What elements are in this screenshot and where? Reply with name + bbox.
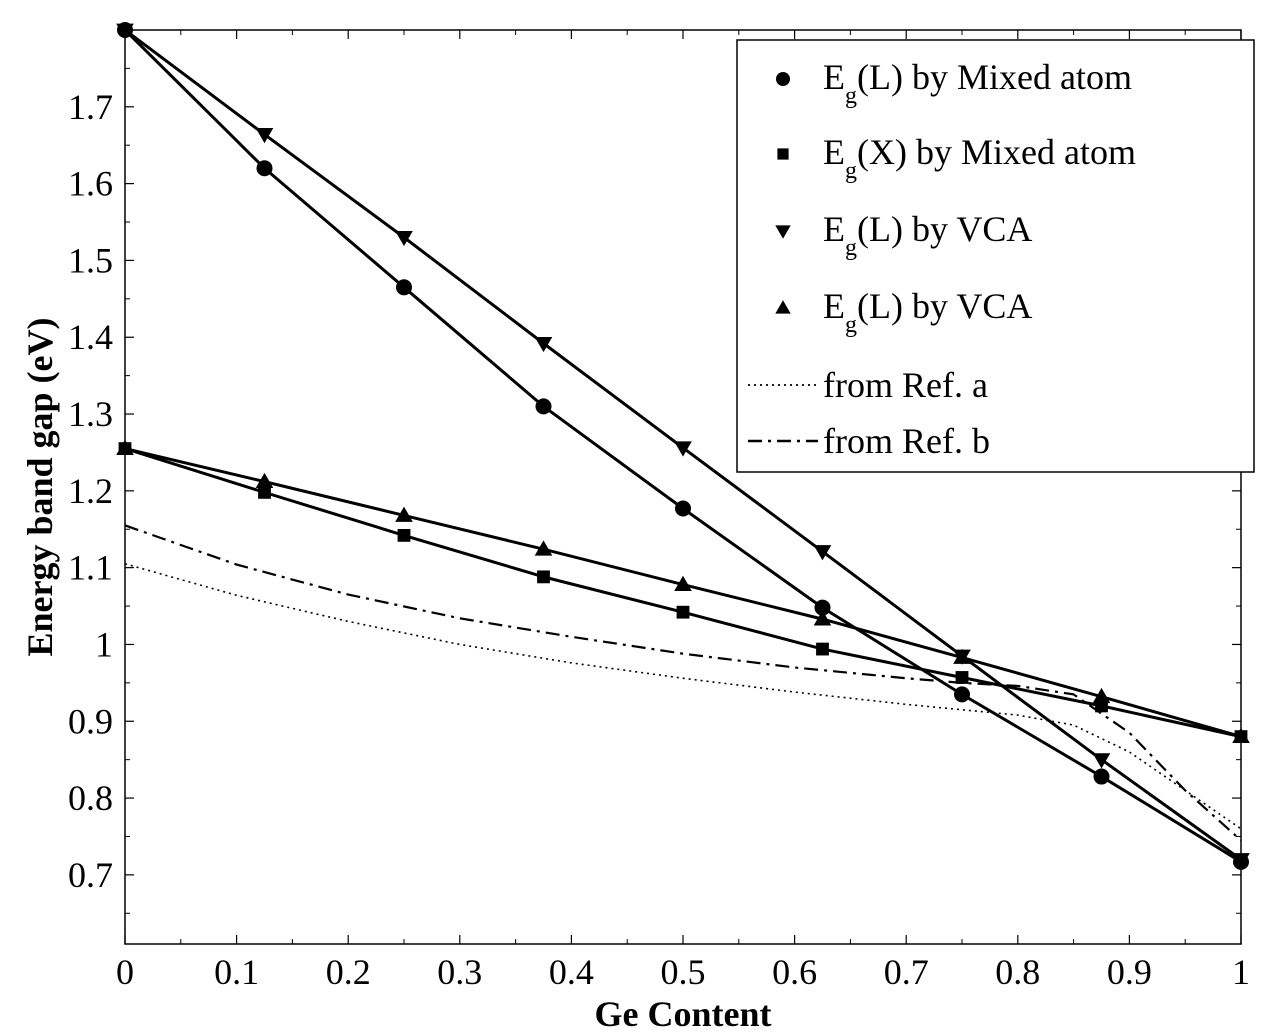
series-6 — [124, 524, 1242, 842]
legend-label: from Ref. a — [823, 365, 988, 405]
data-point-triangle-down — [1092, 753, 1111, 769]
data-point-triangle-up — [534, 540, 553, 556]
series-5 — [124, 563, 1242, 830]
data-point-triangle-up — [813, 610, 832, 626]
data-point-square — [816, 642, 829, 656]
x-tick-label: 0.9 — [1107, 952, 1152, 992]
data-point-triangle-down — [255, 128, 274, 144]
y-tick-label: 1.3 — [68, 394, 113, 434]
legend-label: from Ref. b — [823, 421, 990, 461]
legend-entry-2: Eg(X) by Mixed atom — [777, 132, 1136, 184]
y-tick-label: 0.8 — [68, 778, 113, 818]
legend-label-subscript: g — [845, 83, 857, 109]
y-tick-label: 0.9 — [68, 701, 113, 741]
y-tick-label: 1 — [95, 624, 113, 664]
series-3 — [116, 23, 1250, 869]
data-point-circle — [814, 599, 831, 616]
series-2 — [118, 442, 1248, 744]
data-point-triangle-up — [1092, 687, 1111, 704]
data-point-triangle-down — [534, 336, 553, 353]
x-axis-title: Ge Content — [595, 994, 772, 1034]
data-point-triangle-up — [395, 506, 413, 522]
legend-label-subscript: g — [845, 235, 857, 261]
legend-label-subscript: g — [845, 312, 857, 338]
data-point-square — [258, 485, 271, 499]
legend-entry-3: Eg(L) by VCA — [775, 209, 1032, 261]
data-point-circle — [535, 398, 552, 415]
y-tick-label: 1.7 — [68, 87, 113, 127]
legend-label-rest: (X) by Mixed atom — [857, 132, 1136, 172]
x-tick-label: 0.1 — [214, 952, 259, 992]
y-tick-label: 1.2 — [68, 471, 113, 511]
x-tick-label: 0.4 — [549, 952, 594, 992]
legend-label-rest: (L) by VCA — [857, 209, 1032, 249]
x-tick-label: 0.5 — [661, 952, 706, 992]
legend-label-main: E — [823, 132, 845, 172]
y-tick-label: 1.6 — [68, 164, 113, 204]
legend-box — [736, 39, 1255, 473]
data-point-square — [397, 528, 411, 542]
x-tick-label: 1 — [1232, 952, 1250, 992]
y-axis-title: Energy band gap (eV) — [20, 317, 60, 656]
data-point-circle — [256, 160, 273, 177]
data-point-circle — [1093, 768, 1110, 785]
series-layer — [116, 22, 1250, 870]
series-line — [124, 524, 1242, 842]
x-tick-label: 0.7 — [884, 952, 929, 992]
x-tick-label: 0.8 — [995, 952, 1040, 992]
data-point-triangle-down — [674, 441, 692, 457]
legend-label: Eg(L) by Mixed atom — [823, 57, 1132, 109]
data-point-square — [777, 148, 789, 160]
x-tick-label: 0.2 — [326, 952, 371, 992]
data-point-square — [955, 671, 969, 684]
data-point-circle — [396, 279, 412, 296]
data-point-circle — [954, 686, 970, 703]
data-point-triangle-down — [395, 230, 413, 247]
legend-label-main: E — [823, 209, 845, 249]
data-point-triangle-down — [775, 225, 791, 239]
legend-label-subscript: g — [845, 158, 857, 184]
y-tick-label: 0.7 — [68, 855, 113, 895]
data-point-triangle-up — [255, 472, 274, 489]
legend-label: Eg(L) by VCA — [823, 209, 1032, 261]
data-point-circle — [675, 500, 691, 517]
data-point-triangle-down — [813, 545, 832, 561]
data-point-square — [537, 570, 550, 584]
legend-entry-1: Eg(L) by Mixed atom — [776, 57, 1132, 109]
legend-label-main: E — [823, 57, 845, 97]
axis-ticks: 0 0.1 0.2 0.3 0.4 0.5 0.6 0.7 0.8 0.9 1 0.7 0.8 0.9 1 1… — [68, 30, 1250, 992]
legend-label-main: E — [823, 286, 845, 326]
legend-entry-5: from Ref. a — [748, 365, 988, 405]
x-tick-label: 0.3 — [437, 952, 482, 992]
y-tick-label: 1.4 — [68, 317, 113, 357]
data-point-triangle-up — [674, 575, 692, 591]
legend-label-rest: (L) by Mixed atom — [857, 57, 1132, 97]
legend-label: Eg(L) by VCA — [823, 286, 1032, 338]
data-point-triangle-up — [953, 648, 971, 664]
data-point-circle — [776, 72, 790, 86]
x-tick-label: 0.6 — [772, 952, 817, 992]
data-point-square — [676, 605, 690, 619]
data-point-triangle-up — [775, 300, 791, 314]
y-tick-label: 1.5 — [68, 240, 113, 280]
series-line — [124, 563, 1242, 830]
x-tick-label: 0 — [116, 952, 134, 992]
legend-label: Eg(X) by Mixed atom — [823, 132, 1136, 184]
series-4 — [116, 439, 1250, 744]
legend-entry-4: Eg(L) by VCA — [775, 286, 1032, 338]
y-tick-label: 1.1 — [68, 548, 113, 588]
legend-entry-6: from Ref. b — [748, 421, 990, 461]
legend-label-rest: (L) by VCA — [857, 286, 1032, 326]
